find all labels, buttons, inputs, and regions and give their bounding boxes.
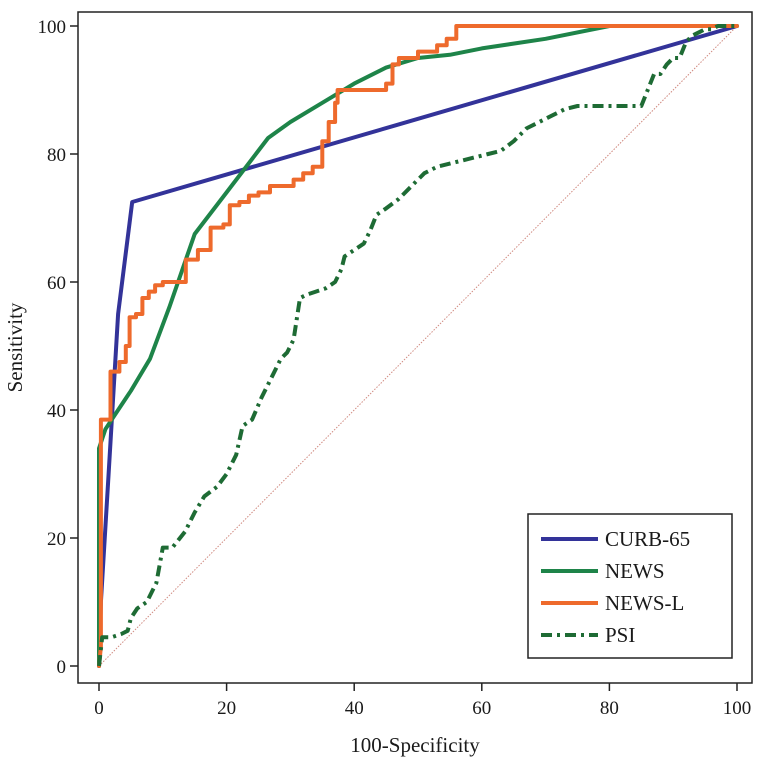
x-tick-label: 80: [600, 698, 619, 719]
y-tick-label: 100: [38, 17, 67, 38]
y-tick-label: 0: [57, 657, 67, 678]
x-tick-label: 40: [345, 698, 364, 719]
series-line-news-l: [97, 24, 739, 668]
y-tick-label: 20: [47, 529, 66, 550]
x-axis-title: 100-Specificity: [350, 733, 480, 757]
legend-label: PSI: [605, 623, 635, 647]
series-line-news: [97, 24, 739, 668]
legend-label: NEWS: [605, 559, 665, 583]
y-axis-title: Sensitivity: [3, 302, 27, 392]
plot-frame: [77, 11, 753, 684]
y-tick-label: 80: [47, 145, 66, 166]
x-tick-label: 100: [723, 698, 752, 719]
legend-label: NEWS-L: [605, 591, 684, 615]
legend-box: [527, 513, 733, 659]
reference-diagonal: [98, 25, 738, 667]
y-tick-label: 60: [47, 273, 66, 294]
x-tick-label: 0: [94, 698, 104, 719]
series-line-psi: [97, 24, 737, 667]
axes: 0 20 40 60 80 100 0 20 40 60 80 100: [38, 17, 752, 719]
legend: CURB-65 NEWS NEWS-L PSI: [527, 513, 733, 659]
series-layer: [97, 24, 739, 668]
y-tick-label: 40: [47, 401, 66, 422]
x-tick-label: 20: [217, 698, 236, 719]
plot-area: [77, 11, 753, 684]
x-tick-label: 60: [472, 698, 491, 719]
legend-label: CURB-65: [605, 527, 690, 551]
